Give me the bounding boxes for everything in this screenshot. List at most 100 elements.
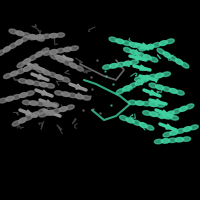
Ellipse shape — [129, 83, 137, 88]
Ellipse shape — [130, 50, 138, 55]
Ellipse shape — [116, 39, 124, 44]
Ellipse shape — [42, 34, 51, 39]
Ellipse shape — [29, 35, 37, 39]
Ellipse shape — [36, 36, 44, 41]
Ellipse shape — [169, 89, 177, 93]
Ellipse shape — [19, 118, 26, 123]
Ellipse shape — [139, 46, 147, 51]
Ellipse shape — [173, 109, 181, 114]
Ellipse shape — [35, 51, 43, 57]
Ellipse shape — [163, 114, 172, 119]
Ellipse shape — [31, 112, 39, 117]
Ellipse shape — [154, 139, 163, 144]
Ellipse shape — [103, 65, 111, 69]
Ellipse shape — [76, 66, 83, 71]
Ellipse shape — [123, 61, 132, 66]
Ellipse shape — [57, 57, 64, 62]
Ellipse shape — [163, 52, 171, 58]
Ellipse shape — [56, 33, 65, 37]
Ellipse shape — [149, 83, 157, 88]
Ellipse shape — [170, 116, 178, 120]
Ellipse shape — [22, 100, 31, 105]
Ellipse shape — [36, 101, 45, 106]
Ellipse shape — [39, 82, 48, 87]
Ellipse shape — [175, 59, 183, 65]
Ellipse shape — [55, 75, 63, 80]
Ellipse shape — [26, 80, 34, 84]
Ellipse shape — [183, 127, 191, 131]
Ellipse shape — [142, 76, 150, 80]
Ellipse shape — [36, 67, 44, 73]
Ellipse shape — [53, 109, 61, 113]
Ellipse shape — [21, 36, 29, 42]
Ellipse shape — [139, 123, 147, 128]
Ellipse shape — [129, 43, 137, 47]
Ellipse shape — [13, 95, 21, 99]
Ellipse shape — [29, 101, 38, 105]
Ellipse shape — [153, 43, 161, 47]
Ellipse shape — [116, 62, 125, 67]
Ellipse shape — [110, 64, 118, 68]
Ellipse shape — [15, 39, 23, 45]
Ellipse shape — [159, 41, 167, 45]
Ellipse shape — [9, 29, 17, 34]
Ellipse shape — [181, 62, 189, 68]
Ellipse shape — [169, 55, 177, 61]
Ellipse shape — [63, 60, 71, 65]
Ellipse shape — [42, 70, 50, 75]
Ellipse shape — [6, 96, 14, 101]
Ellipse shape — [124, 47, 132, 53]
Ellipse shape — [135, 77, 143, 81]
Ellipse shape — [66, 105, 74, 110]
Ellipse shape — [130, 60, 138, 64]
Ellipse shape — [82, 96, 90, 100]
Ellipse shape — [49, 33, 58, 38]
Ellipse shape — [135, 101, 144, 105]
Ellipse shape — [142, 101, 151, 106]
Ellipse shape — [10, 71, 18, 76]
Ellipse shape — [0, 98, 7, 103]
Ellipse shape — [175, 137, 184, 142]
Ellipse shape — [123, 41, 131, 45]
Ellipse shape — [49, 72, 57, 77]
Ellipse shape — [30, 64, 38, 69]
Ellipse shape — [19, 93, 27, 97]
Ellipse shape — [170, 130, 178, 135]
Ellipse shape — [146, 44, 154, 49]
Ellipse shape — [17, 69, 25, 74]
Ellipse shape — [128, 100, 137, 105]
Ellipse shape — [12, 121, 20, 126]
Ellipse shape — [143, 111, 151, 115]
Ellipse shape — [4, 73, 12, 79]
Ellipse shape — [23, 58, 31, 64]
Ellipse shape — [148, 74, 157, 79]
Ellipse shape — [50, 103, 59, 107]
Ellipse shape — [39, 112, 47, 117]
Ellipse shape — [25, 115, 33, 120]
Ellipse shape — [0, 50, 5, 56]
Ellipse shape — [163, 87, 171, 91]
Ellipse shape — [166, 39, 174, 44]
Ellipse shape — [63, 47, 72, 52]
Ellipse shape — [3, 46, 11, 52]
Ellipse shape — [133, 120, 141, 125]
Ellipse shape — [179, 106, 187, 111]
Ellipse shape — [161, 139, 170, 143]
Ellipse shape — [135, 80, 143, 85]
Ellipse shape — [156, 85, 164, 90]
Ellipse shape — [143, 55, 151, 60]
Ellipse shape — [50, 54, 58, 59]
Ellipse shape — [62, 77, 70, 82]
Ellipse shape — [69, 63, 77, 68]
Ellipse shape — [23, 33, 31, 37]
Ellipse shape — [43, 51, 51, 55]
Ellipse shape — [177, 129, 185, 133]
Ellipse shape — [62, 92, 70, 96]
Ellipse shape — [19, 79, 27, 83]
Ellipse shape — [32, 81, 41, 86]
Ellipse shape — [142, 77, 149, 82]
Ellipse shape — [186, 104, 194, 109]
Ellipse shape — [116, 89, 124, 94]
Ellipse shape — [156, 113, 165, 118]
Ellipse shape — [146, 125, 154, 130]
